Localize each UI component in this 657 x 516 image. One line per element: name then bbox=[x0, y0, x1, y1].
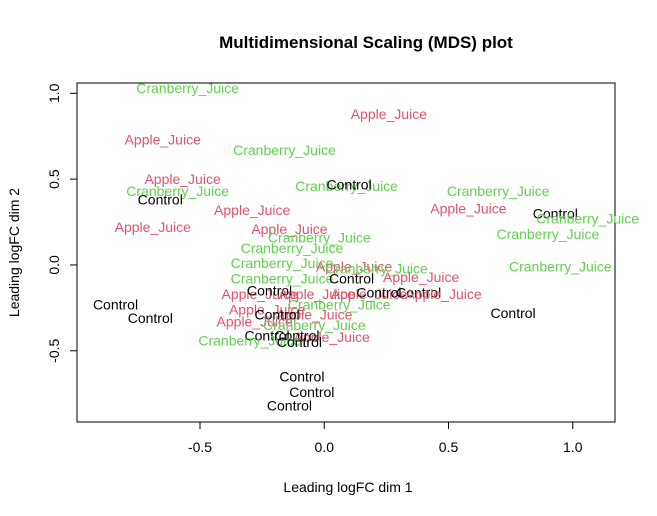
y-axis-label: Leading logFC dim 2 bbox=[6, 188, 22, 317]
point-label-control: Control bbox=[396, 284, 441, 300]
point-label-control: Control bbox=[289, 384, 334, 400]
point-label-apple-juice: Apple_Juice bbox=[383, 269, 459, 285]
point-label-control: Control bbox=[93, 296, 138, 312]
x-tick-label: 0.5 bbox=[439, 439, 459, 455]
point-labels: Cranberry_JuiceApple_JuiceApple_JuiceCra… bbox=[93, 80, 639, 414]
point-label-cranberry-juice: Cranberry_Juice bbox=[263, 317, 366, 333]
point-label-cranberry-juice: Cranberry_Juice bbox=[509, 259, 612, 275]
point-label-control: Control bbox=[533, 205, 578, 221]
point-label-control: Control bbox=[267, 398, 312, 414]
point-label-apple-juice: Apple_Juice bbox=[294, 329, 370, 345]
x-tick-label: 1.0 bbox=[563, 439, 583, 455]
x-tick-label: -0.5 bbox=[188, 439, 212, 455]
y-tick-label: 0.5 bbox=[46, 169, 62, 189]
point-label-cranberry-juice: Cranberry_Juice bbox=[536, 211, 639, 227]
point-label-apple-juice: Apple_Juice bbox=[229, 302, 305, 318]
point-label-cranberry-juice: Cranberry_Juice bbox=[241, 240, 344, 256]
point-label-cranberry-juice: Cranberry_Juice bbox=[231, 255, 334, 271]
point-label-apple-juice: Apple_Juice bbox=[217, 314, 293, 330]
point-label-control: Control bbox=[277, 334, 322, 350]
point-label-apple-juice: Apple_Juice bbox=[279, 286, 355, 302]
chart-title: Multidimensional Scaling (MDS) plot bbox=[219, 33, 513, 52]
point-label-cranberry-juice: Cranberry_Juice bbox=[268, 229, 371, 245]
point-label-control: Control bbox=[247, 283, 292, 299]
point-label-apple-juice: Apple_Juice bbox=[125, 132, 201, 148]
point-label-control: Control bbox=[356, 284, 401, 300]
point-label-cranberry-juice: Cranberry_Juice bbox=[198, 332, 301, 348]
x-axis: -0.5 0.0 0.5 1.0 bbox=[188, 422, 583, 455]
point-label-cranberry-juice: Cranberry_Juice bbox=[325, 260, 428, 276]
y-tick-label: 0.0 bbox=[46, 255, 62, 275]
plot-frame bbox=[76, 82, 616, 423]
point-label-apple-juice: Apple_Juice bbox=[430, 200, 506, 216]
point-label-apple-juice: Apple_Juice bbox=[222, 286, 298, 302]
point-label-cranberry-juice: Cranberry_Juice bbox=[136, 80, 239, 96]
point-label-apple-juice: Apple_Juice bbox=[331, 286, 407, 302]
point-label-apple-juice: Apple_Juice bbox=[316, 259, 392, 275]
point-label-control: Control bbox=[279, 369, 324, 385]
y-axis: -0.5 0.0 0.5 1.0 bbox=[46, 83, 77, 363]
point-label-cranberry-juice: Cranberry_Juice bbox=[288, 296, 391, 312]
point-label-cranberry-juice: Cranberry_Juice bbox=[126, 183, 229, 199]
point-label-cranberry-juice: Cranberry_Juice bbox=[447, 183, 550, 199]
point-label-apple-juice: Apple_Juice bbox=[144, 171, 220, 187]
point-label-cranberry-juice: Cranberry_Juice bbox=[233, 142, 336, 158]
point-label-apple-juice: Apple_Juice bbox=[276, 307, 352, 323]
y-tick-label: -0.5 bbox=[46, 338, 62, 362]
point-label-control: Control bbox=[254, 307, 299, 323]
point-label-cranberry-juice: Cranberry_Juice bbox=[231, 271, 334, 287]
x-tick-label: 0.0 bbox=[315, 439, 335, 455]
y-tick-label: 1.0 bbox=[46, 83, 62, 103]
point-label-control: Control bbox=[128, 310, 173, 326]
point-label-apple-juice: Apple_Juice bbox=[115, 219, 191, 235]
point-label-cranberry-juice: Cranberry_Juice bbox=[497, 226, 600, 242]
x-axis-label: Leading logFC dim 1 bbox=[283, 479, 412, 495]
point-label-control: Control bbox=[245, 327, 290, 343]
point-label-apple-juice: Apple_Juice bbox=[351, 106, 427, 122]
point-label-control: Control bbox=[329, 271, 374, 287]
point-label-control: Control bbox=[491, 305, 536, 321]
point-label-cranberry-juice: Cranberry_Juice bbox=[295, 178, 398, 194]
point-label-apple-juice: Apple_Juice bbox=[251, 221, 327, 237]
point-label-control: Control bbox=[274, 327, 319, 343]
point-label-control: Control bbox=[327, 176, 372, 192]
point-label-apple-juice: Apple_Juice bbox=[214, 202, 290, 218]
point-label-apple-juice: Apple_Juice bbox=[405, 286, 481, 302]
point-label-control: Control bbox=[138, 192, 183, 208]
